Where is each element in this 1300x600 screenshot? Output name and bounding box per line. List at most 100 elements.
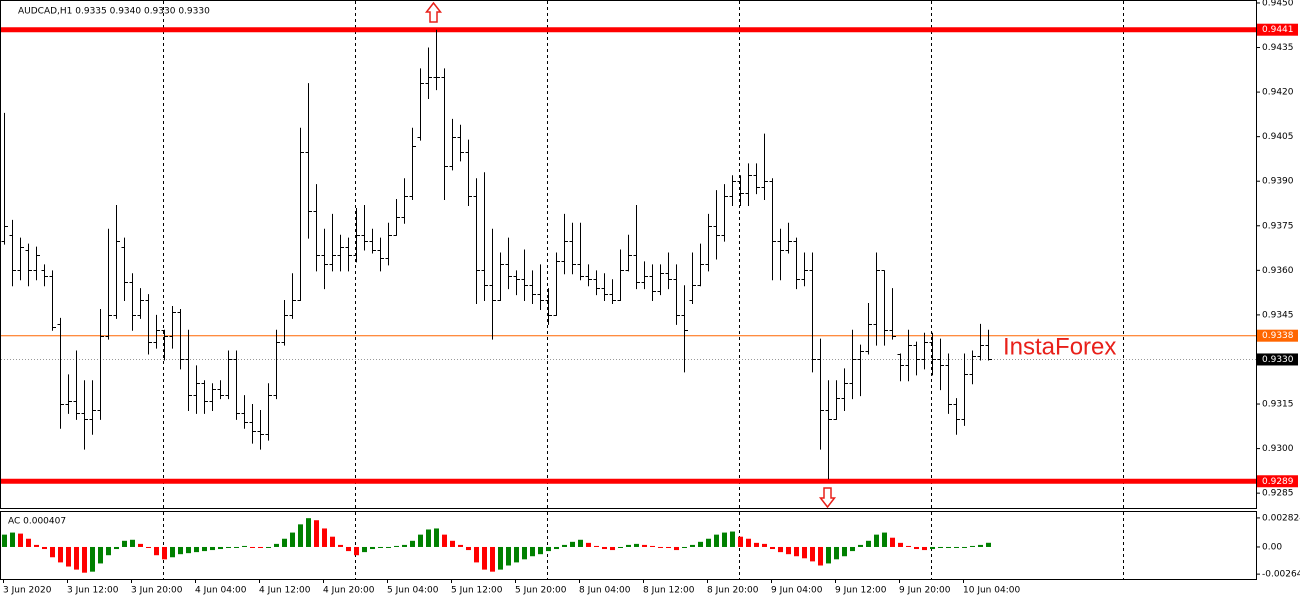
level-label-box <box>1257 329 1298 342</box>
ac-bar <box>370 546 375 550</box>
bid-label-box <box>1257 353 1298 366</box>
ac-bar <box>378 546 383 549</box>
level-label-box <box>1257 475 1298 488</box>
ac-bar <box>58 546 63 563</box>
ac-bar <box>730 531 735 547</box>
y-tick-label: 0.9405 <box>1262 132 1294 142</box>
ac-bar <box>682 546 687 549</box>
ac-bar <box>514 546 519 563</box>
ac-bar <box>306 518 311 547</box>
ac-bar <box>650 545 655 547</box>
x-tick-label: 3 Jun 20:00 <box>131 586 183 596</box>
ac-bar <box>570 541 575 547</box>
ac-bar <box>898 542 903 547</box>
ac-bar <box>698 541 703 547</box>
ac-bar <box>34 544 39 547</box>
x-tick-label: 8 Jun 04:00 <box>579 586 631 596</box>
ac-bar <box>386 546 391 548</box>
ac-bar <box>146 546 151 549</box>
y-tick-label: 0.9450 <box>1262 0 1294 8</box>
ac-bar <box>82 546 87 573</box>
ac-bar <box>522 546 527 560</box>
ac-bar <box>970 545 975 547</box>
ac-bar <box>810 546 815 562</box>
ac-bar <box>706 538 711 547</box>
ac-bar <box>258 546 263 549</box>
ac-bar <box>170 546 175 558</box>
x-tick-label: 10 Jun 04:00 <box>963 586 1020 596</box>
y-tick-label: -0.00264 <box>1262 570 1300 580</box>
ac-bar <box>154 546 159 556</box>
ac-bar <box>890 537 895 547</box>
ac-bar <box>114 546 119 550</box>
ac-bar <box>50 546 55 558</box>
level-label: 0.9441 <box>1262 25 1294 35</box>
ac-bar <box>634 543 639 547</box>
ac-bar <box>402 544 407 547</box>
ac-bar <box>834 546 839 560</box>
ac-bar <box>906 545 911 547</box>
ac-bar <box>866 540 871 547</box>
ac-bar <box>738 536 743 547</box>
ac-bar <box>274 543 279 547</box>
x-tick-label: 4 Jun 04:00 <box>195 586 247 596</box>
x-tick-label: 8 Jun 12:00 <box>643 586 695 596</box>
x-tick-label: 8 Jun 20:00 <box>707 586 759 596</box>
ac-bar <box>394 545 399 547</box>
ac-bar <box>794 546 799 557</box>
indicator-panel <box>0 511 1257 580</box>
y-tick-label: 0.00 <box>1262 542 1282 552</box>
ac-bar <box>770 546 775 550</box>
ac-bar <box>586 542 591 547</box>
y-tick-label: 0.9375 <box>1262 221 1294 231</box>
y-tick-label: 0.9420 <box>1262 88 1294 98</box>
ac-bar <box>42 546 47 550</box>
ac-bar <box>658 546 663 548</box>
chart-title: AUDCAD,H1 0.9335 0.9340 0.9330 0.9330 <box>18 7 210 17</box>
ac-bar <box>626 544 631 547</box>
ac-bar <box>354 546 359 556</box>
level-label: 0.9338 <box>1262 331 1294 341</box>
day-separators <box>163 1 1124 579</box>
price-panel <box>0 0 1257 509</box>
ac-bar <box>130 539 135 547</box>
ac-bar <box>90 546 95 572</box>
ac-bar <box>426 529 431 547</box>
indicator-title: AC 0.000407 <box>8 517 66 527</box>
ac-bar <box>962 546 967 548</box>
x-tick-label: 4 Jun 12:00 <box>259 586 311 596</box>
ac-bar <box>330 536 335 547</box>
ac-bar <box>922 546 927 551</box>
ac-bar <box>746 538 751 547</box>
ac-bar <box>74 546 79 570</box>
ac-bar <box>930 546 935 550</box>
ac-bar <box>490 546 495 572</box>
ac-bar <box>322 528 327 547</box>
watermark: InstaForex <box>1003 333 1116 360</box>
ac-bar <box>594 545 599 547</box>
ac-bar <box>610 546 615 551</box>
ac-bar <box>450 540 455 547</box>
ac-bar <box>418 534 423 547</box>
level-label: 0.9289 <box>1262 477 1294 487</box>
ac-bar <box>18 533 23 547</box>
ac-bar <box>266 546 271 548</box>
ac-bar <box>498 546 503 570</box>
ac-bar <box>298 524 303 547</box>
ac-bar <box>210 546 215 551</box>
ac-bar <box>946 546 951 549</box>
x-tick-label: 9 Jun 12:00 <box>835 586 887 596</box>
x-tick-label: 5 Jun 04:00 <box>387 586 439 596</box>
y-tick-label: 0.9300 <box>1262 444 1294 454</box>
ac-bar <box>346 546 351 552</box>
ac-bar <box>842 546 847 557</box>
ac-bar <box>162 546 167 560</box>
ac-bar <box>802 546 807 559</box>
ac-bar <box>66 546 71 567</box>
ac-bar <box>882 532 887 547</box>
ac-bar <box>978 544 983 547</box>
ac-bar <box>778 546 783 553</box>
ac-bar <box>578 539 583 547</box>
ac-bar <box>546 546 551 552</box>
